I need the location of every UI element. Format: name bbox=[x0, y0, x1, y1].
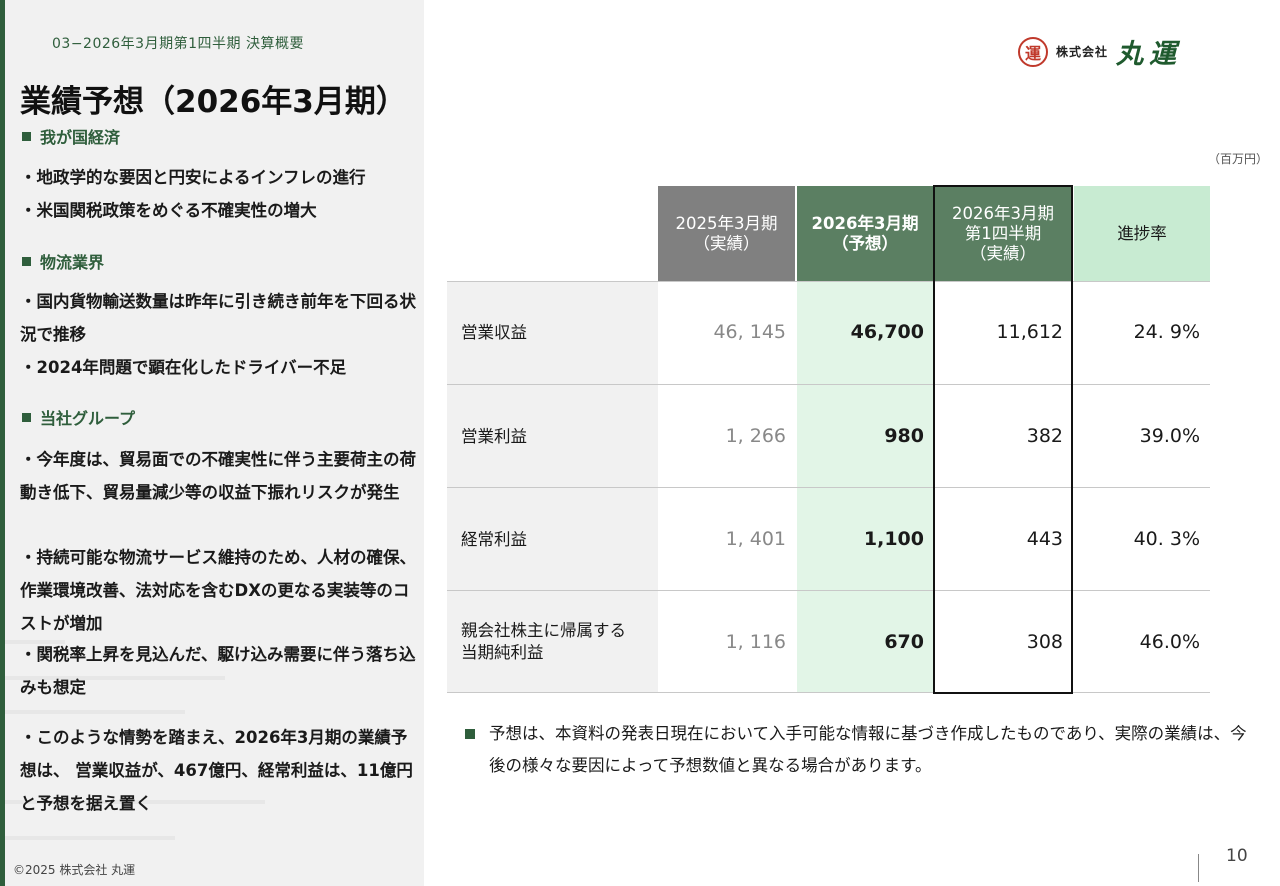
cell-q1: 382 bbox=[1026, 425, 1063, 447]
bullet-text: ・関税率上昇を見込んだ、駆け込み需要に伴う落ち込みも想定 bbox=[20, 645, 416, 697]
page-divider bbox=[1198, 854, 1199, 882]
row-divider bbox=[447, 281, 1210, 282]
cell-forecast: 1,100 bbox=[863, 528, 924, 550]
bullet-text: ・地政学的な要因と円安によるインフレの進行 bbox=[20, 168, 366, 187]
cell-q1: 443 bbox=[1026, 528, 1063, 550]
cell-forecast: 670 bbox=[884, 631, 924, 653]
row-label-revenue: 営業収益 bbox=[461, 323, 527, 342]
heading-economy: 我が国経済 bbox=[22, 124, 120, 148]
company-logo: 運 株式会社 丸運 bbox=[1018, 32, 1182, 71]
header-line: 第1四半期 bbox=[964, 223, 1042, 243]
page-number: 10 bbox=[1226, 846, 1248, 866]
row-label-line: 親会社株主に帰属する bbox=[461, 621, 626, 640]
logo-sub: 株式会社 bbox=[1056, 45, 1109, 59]
logo-seal-icon: 運 bbox=[1018, 36, 1048, 67]
row-label-net-income: 親会社株主に帰属する 当期純利益 bbox=[461, 620, 626, 664]
cell-progress: 46.0% bbox=[1139, 631, 1200, 653]
bullet-text: ・今年度は、貿易面での不確実性に伴う主要荷主の荷動き低下、貿易量減少等の収益下振… bbox=[20, 450, 416, 502]
heading-text: 物流業界 bbox=[40, 253, 105, 272]
conclusion-text: ・このような情勢を踏まえ、2026年3月期の業績予想は、 営業収益が、467億円… bbox=[20, 728, 413, 813]
square-bullet-icon bbox=[22, 412, 31, 422]
header-line: （実績） bbox=[693, 233, 760, 253]
cell-prev: 1, 401 bbox=[725, 528, 786, 550]
unit-label: （百万円） bbox=[1208, 152, 1269, 166]
decor-stripe bbox=[5, 800, 265, 804]
cell-prev: 1, 266 bbox=[725, 425, 786, 447]
bullet-text: ・国内貨物輸送数量は昨年に引き続き前年を下回る状況で推移 bbox=[20, 292, 416, 344]
cell-prev: 46, 145 bbox=[713, 321, 786, 343]
header-line: 2025年3月期 bbox=[675, 213, 778, 233]
bullet-text: ・米国関税政策をめぐる不確実性の増大 bbox=[20, 201, 317, 220]
bullet-text: ・2024年問題で顕在化したドライバー不足 bbox=[20, 358, 347, 377]
header-line: 2026年3月期 bbox=[952, 203, 1054, 223]
decor-stripe bbox=[5, 640, 65, 644]
row-divider bbox=[447, 487, 1210, 488]
header-progress: 進捗率 bbox=[1074, 186, 1210, 281]
header-q1: 2026年3月期 第1四半期 （実績） bbox=[935, 186, 1071, 281]
row-label-operating-income: 営業利益 bbox=[461, 427, 527, 446]
disclaimer-note: 予想は、本資料の発表日現在において入手可能な情報に基づき作成したものであり、実際… bbox=[465, 718, 1250, 782]
cell-prev: 1, 116 bbox=[725, 631, 786, 653]
cell-q1: 11,612 bbox=[996, 321, 1063, 343]
header-forecast: 2026年3月期 （予想） bbox=[797, 186, 933, 281]
row-label-line: 当期純利益 bbox=[461, 643, 544, 662]
cell-forecast: 46,700 bbox=[850, 321, 924, 343]
row-divider bbox=[447, 590, 1210, 591]
row-label-ordinary-income: 経常利益 bbox=[461, 530, 527, 549]
row-divider bbox=[447, 692, 1210, 693]
q1-column-frame bbox=[933, 185, 1073, 694]
decor-stripe bbox=[5, 710, 185, 714]
left-panel bbox=[0, 0, 424, 886]
row-divider bbox=[447, 384, 1210, 385]
heading-logistics: 物流業界 bbox=[22, 249, 104, 273]
header-line: 2026年3月期 bbox=[811, 213, 919, 233]
heading-text: 我が国経済 bbox=[40, 128, 121, 147]
header-line: 進捗率 bbox=[1117, 223, 1167, 243]
square-bullet-icon bbox=[465, 729, 475, 739]
header-prev-year: 2025年3月期 （実績） bbox=[658, 186, 795, 281]
cell-progress: 24. 9% bbox=[1133, 321, 1200, 343]
heading-group: 当社グループ bbox=[22, 405, 135, 429]
header-line: （予想） bbox=[832, 233, 898, 253]
decor-stripe bbox=[5, 836, 175, 840]
heading-text: 当社グループ bbox=[40, 409, 136, 428]
forecast-table: 2025年3月期 （実績） 2026年3月期 （予想） 2026年3月期 第1四… bbox=[447, 185, 1210, 694]
note-text: 予想は、本資料の発表日現在において入手可能な情報に基づき作成したものであり、実際… bbox=[489, 724, 1247, 775]
logo-main: 丸運 bbox=[1116, 39, 1183, 70]
header-line: （実績） bbox=[970, 243, 1036, 263]
section-label: 03−2026年3月期第1四半期 決算概要 bbox=[52, 36, 304, 52]
square-bullet-icon bbox=[22, 131, 31, 141]
cell-progress: 40. 3% bbox=[1133, 528, 1200, 550]
cell-q1: 308 bbox=[1026, 631, 1063, 653]
square-bullet-icon bbox=[22, 256, 31, 266]
page-title: 業績予想（2026年3月期） bbox=[20, 84, 407, 120]
decor-stripe bbox=[5, 676, 225, 680]
cell-forecast: 980 bbox=[884, 425, 924, 447]
cell-progress: 39.0% bbox=[1139, 425, 1200, 447]
copyright: ©2025 株式会社 丸運 bbox=[13, 863, 136, 877]
bullet-text: ・持続可能な物流サービス維持のため、人材の確保、作業環境改善、法対応を含むDXの… bbox=[20, 548, 416, 633]
